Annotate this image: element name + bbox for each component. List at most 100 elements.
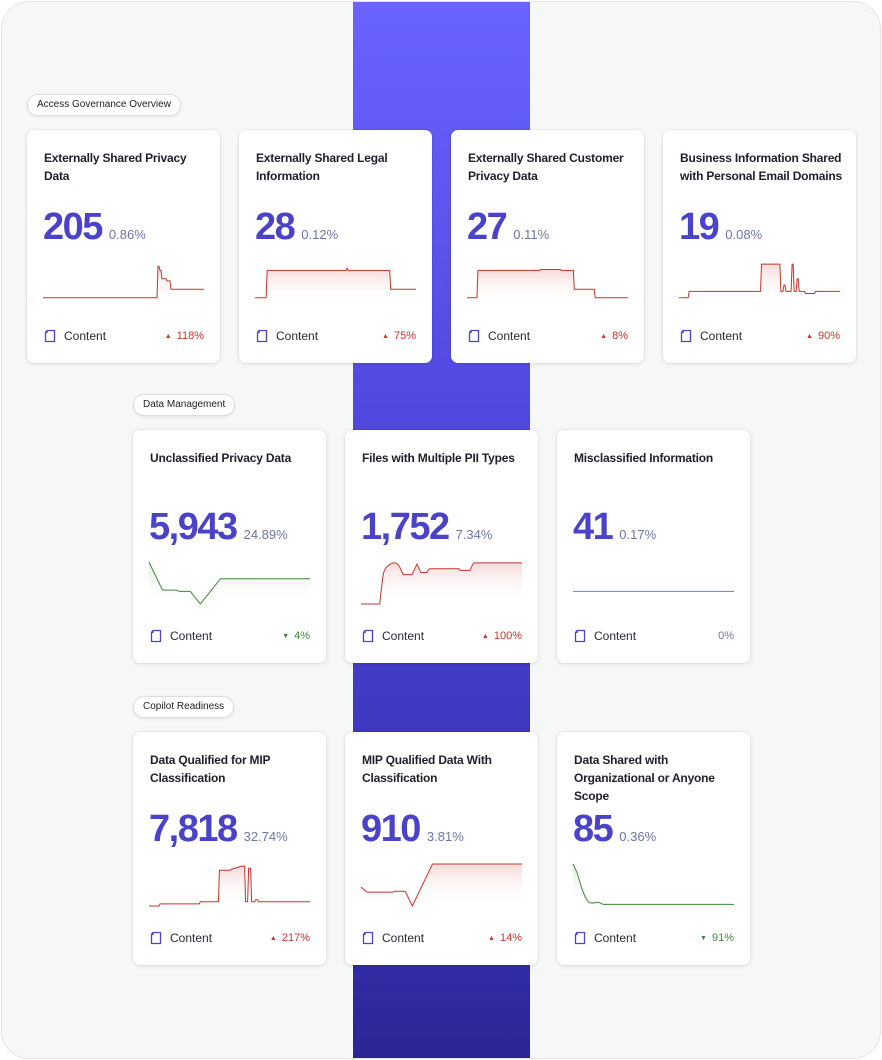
metric-card[interactable]: Misclassified Information 41 0.17% Content 0… bbox=[557, 430, 750, 663]
metric-card[interactable]: Data Qualified for MIP Classification 7,8… bbox=[133, 732, 326, 965]
sparkline-area bbox=[43, 266, 204, 304]
document-icon bbox=[256, 329, 268, 343]
metric-percent: 0.08% bbox=[725, 227, 763, 242]
sparkline-chart bbox=[360, 863, 522, 908]
sparkline-line bbox=[467, 269, 628, 299]
metric-card[interactable]: Externally Shared Privacy Data 205 0.86% Co… bbox=[27, 130, 220, 363]
metric-percent: 32.74% bbox=[243, 829, 288, 844]
trend-value: 4% bbox=[294, 630, 310, 642]
sparkline-area bbox=[573, 864, 734, 906]
trend-value: 75% bbox=[393, 330, 416, 342]
metric-card[interactable]: Externally Shared Legal Information 28 0.1… bbox=[239, 130, 432, 363]
trend-up-icon: ▲ bbox=[488, 935, 495, 942]
metric-row: 85 0.36% bbox=[573, 806, 656, 852]
metric-value: 27 bbox=[467, 206, 508, 248]
trend-indicator: ▲ 90% bbox=[806, 329, 840, 344]
metric-card[interactable]: Business Information Shared with Persona… bbox=[663, 130, 856, 363]
trend-up-icon: ▲ bbox=[481, 633, 489, 640]
metric-value: 910 bbox=[361, 808, 421, 850]
trend-indicator: ▲ 75% bbox=[382, 329, 416, 344]
sparkline-line bbox=[43, 265, 204, 299]
trend-value: 217% bbox=[281, 932, 310, 944]
trend-indicator: ▲ 217% bbox=[270, 931, 310, 946]
metric-row: 910 3.81% bbox=[361, 806, 464, 852]
trend-value: 118% bbox=[176, 330, 204, 342]
card-title: Externally Shared Legal Information bbox=[256, 151, 388, 183]
metric-card[interactable]: Externally Shared Customer Privacy Data 2… bbox=[451, 130, 644, 363]
metric-row: 27 0.11% bbox=[467, 204, 549, 250]
document-icon bbox=[574, 931, 586, 945]
trend-down-icon: ▼ bbox=[282, 633, 290, 640]
section-pill-access-governance: Access Governance Overview bbox=[27, 94, 181, 116]
sparkline-area bbox=[361, 864, 522, 906]
card-title: Data Shared with Organizational or Anyon… bbox=[574, 753, 715, 803]
content-label: Content bbox=[170, 931, 213, 945]
sparkline-area bbox=[149, 866, 310, 906]
content-label: Content bbox=[64, 329, 107, 343]
metric-percent: 0.11% bbox=[513, 227, 550, 242]
content-label: Content bbox=[170, 629, 213, 643]
metric-value: 41 bbox=[573, 506, 614, 548]
sparkline-chart bbox=[679, 263, 840, 304]
trend-value: 0% bbox=[718, 630, 734, 642]
metric-percent: 24.89% bbox=[243, 527, 288, 542]
document-icon bbox=[150, 629, 162, 643]
trend-indicator: ▲ 118% bbox=[165, 329, 204, 344]
metric-value: 7,818 bbox=[149, 808, 238, 850]
trend-indicator: ▲ 14% bbox=[488, 931, 522, 946]
metric-row: 1,752 7.34% bbox=[361, 504, 492, 550]
metric-value: 19 bbox=[679, 206, 720, 248]
metric-value: 5,943 bbox=[149, 506, 238, 548]
document-icon bbox=[362, 629, 374, 643]
document-icon bbox=[680, 329, 692, 343]
metric-card[interactable]: Unclassified Privacy Data 5,943 24.89% Cont… bbox=[133, 430, 326, 663]
document-icon bbox=[150, 931, 162, 945]
sparkline-line bbox=[679, 263, 840, 299]
sparkline-line bbox=[149, 865, 310, 907]
metric-percent: 7.34% bbox=[455, 527, 493, 542]
sparkline-area bbox=[149, 562, 310, 604]
card-title: Unclassified Privacy Data bbox=[150, 451, 292, 465]
card-title: Files with Multiple PII Types bbox=[362, 451, 515, 465]
trend-value: 100% bbox=[493, 630, 522, 642]
sparkline-area bbox=[361, 562, 522, 604]
trend-indicator: ▼ 91% bbox=[700, 931, 734, 946]
metric-percent: 0.12% bbox=[301, 227, 339, 242]
trend-value: 8% bbox=[612, 330, 628, 342]
card-title: Data Qualified for MIP Classification bbox=[150, 753, 271, 785]
sparkline-chart bbox=[573, 590, 734, 604]
metric-value: 28 bbox=[255, 206, 296, 248]
trend-indicator: ▲ 8% bbox=[600, 329, 628, 344]
card-title: Business Information Shared with Persona… bbox=[680, 151, 842, 183]
metric-row: 205 0.86% bbox=[43, 204, 146, 250]
metric-percent: 0.86% bbox=[108, 227, 146, 242]
content-label: Content bbox=[276, 329, 319, 343]
metric-percent: 0.17% bbox=[619, 527, 657, 542]
content-label: Content bbox=[488, 329, 531, 343]
trend-up-icon: ▲ bbox=[269, 935, 277, 942]
content-label: Content bbox=[594, 931, 637, 945]
sparkline-line bbox=[360, 863, 522, 908]
metric-row: 28 0.12% bbox=[255, 204, 338, 250]
sparkline-area bbox=[255, 268, 416, 304]
sparkline-line bbox=[255, 267, 416, 299]
sparkline-chart bbox=[149, 865, 310, 907]
sparkline-area bbox=[573, 591, 734, 604]
sparkline-line bbox=[361, 562, 522, 605]
metric-card[interactable]: Data Shared with Organizational or Anyon… bbox=[557, 732, 750, 965]
sparkline-chart bbox=[361, 562, 522, 605]
sparkline-chart bbox=[148, 561, 310, 605]
metric-percent: 0.36% bbox=[619, 829, 657, 844]
content-label: Content bbox=[700, 329, 743, 343]
metric-card[interactable]: Files with Multiple PII Types 1,752 7.34% C… bbox=[345, 430, 538, 663]
sparkline-chart bbox=[572, 863, 734, 906]
metric-row: 19 0.08% bbox=[679, 204, 762, 250]
sparkline-line bbox=[148, 561, 310, 605]
sparkline-line bbox=[572, 863, 734, 905]
metric-card[interactable]: MIP Qualified Data With Classification 91… bbox=[345, 732, 538, 965]
content-label: Content bbox=[594, 629, 637, 643]
section-pill-data-management: Data Management bbox=[133, 394, 236, 416]
document-icon bbox=[44, 329, 56, 343]
metric-percent: 3.81% bbox=[426, 829, 464, 844]
